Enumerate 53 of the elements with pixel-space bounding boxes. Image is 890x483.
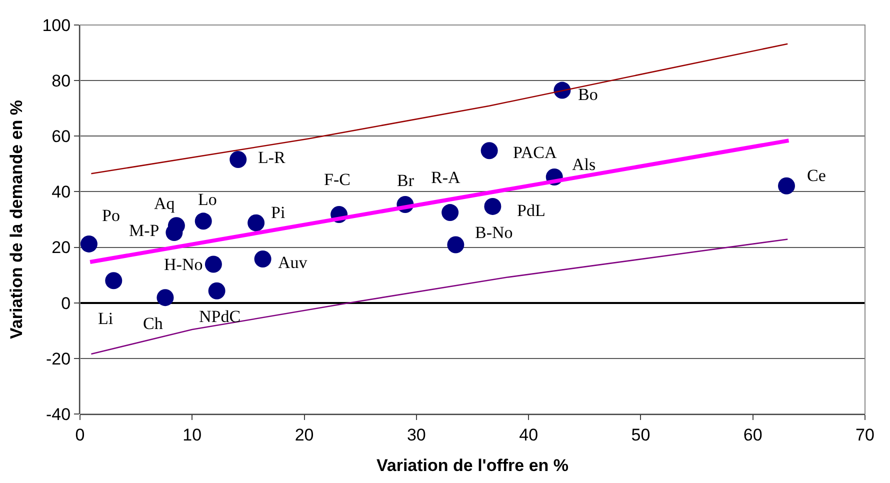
point bbox=[254, 250, 272, 268]
y-axis-title: Variation de la demande en % bbox=[6, 100, 26, 340]
line-series bbox=[90, 238, 788, 355]
y-tick-label: -40 bbox=[46, 404, 71, 424]
point bbox=[778, 177, 795, 194]
annotation: Ch bbox=[143, 314, 164, 333]
x-tick-label: 60 bbox=[743, 425, 762, 444]
point bbox=[484, 198, 502, 215]
y-tick-label: 20 bbox=[52, 238, 71, 258]
x-tick-label: 40 bbox=[519, 425, 538, 444]
point bbox=[248, 214, 265, 232]
y-tick-label: 0 bbox=[61, 294, 71, 313]
y-tick-label: 60 bbox=[52, 127, 71, 146]
x-tick-label: 30 bbox=[406, 425, 426, 444]
point bbox=[208, 282, 226, 300]
point bbox=[480, 142, 498, 160]
x-tick-label: 70 bbox=[856, 425, 874, 444]
annotation: PdL bbox=[517, 201, 546, 220]
point bbox=[442, 204, 459, 222]
annotation: H-No bbox=[164, 255, 203, 274]
annotation: R-A bbox=[431, 168, 461, 187]
point bbox=[204, 256, 222, 273]
annotation: Aq bbox=[154, 194, 176, 213]
y-tick-label: -20 bbox=[46, 349, 71, 368]
point bbox=[230, 150, 247, 168]
point bbox=[80, 235, 98, 252]
annotation: Po bbox=[102, 206, 120, 225]
y-tick-label: 80 bbox=[52, 72, 71, 91]
annotation: PACA bbox=[513, 143, 558, 162]
x-tick-label: 20 bbox=[294, 425, 314, 444]
x-axis-title: Variation de l'offre en % bbox=[376, 456, 569, 475]
point bbox=[156, 289, 174, 306]
x-tick-label: 10 bbox=[182, 425, 202, 444]
annotation: Auv bbox=[278, 253, 308, 272]
annotation: F-C bbox=[324, 170, 350, 189]
annotation: M-P bbox=[129, 221, 160, 240]
annotation: Br bbox=[397, 171, 414, 190]
annotation: B-No bbox=[475, 223, 513, 242]
x-tick-label: 0 bbox=[75, 425, 85, 444]
point bbox=[105, 272, 122, 290]
point bbox=[447, 236, 464, 254]
x-tick-label: 50 bbox=[631, 425, 650, 444]
annotation: L-R bbox=[258, 148, 286, 167]
annotation: Lo bbox=[198, 190, 217, 209]
y-tick-label: 40 bbox=[52, 182, 71, 202]
point bbox=[194, 212, 212, 230]
y-tick-label: 100 bbox=[42, 16, 71, 35]
annotation: Bo bbox=[578, 85, 598, 104]
annotation: NPdC bbox=[199, 307, 241, 326]
annotation: Als bbox=[572, 155, 596, 174]
annotation: Li bbox=[98, 309, 114, 328]
annotation: Ce bbox=[807, 166, 826, 185]
annotation: Pi bbox=[271, 203, 286, 222]
